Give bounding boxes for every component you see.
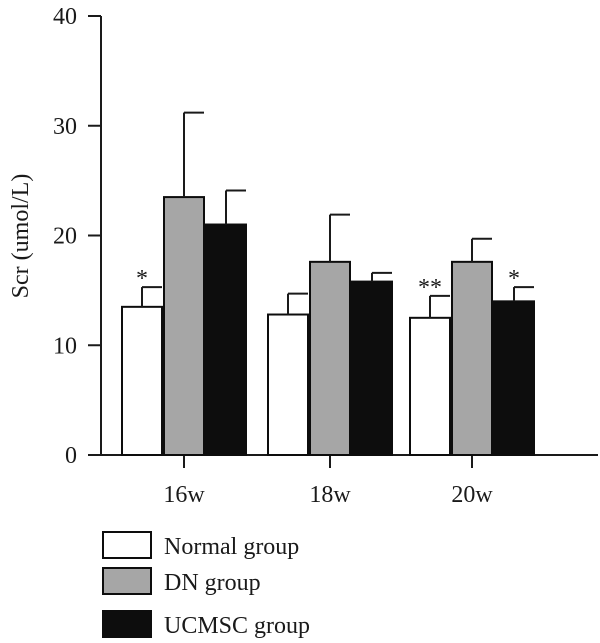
y-tick-label: 30 [53, 114, 77, 140]
bar [493, 300, 535, 456]
bar [121, 305, 163, 456]
x-tick-label: 18w [309, 482, 351, 508]
bar [351, 280, 393, 456]
bar [409, 316, 451, 456]
x-ticks: 16w 18w 20w [163, 455, 493, 508]
significance-label: ** [418, 275, 442, 301]
y-ticks: 0 10 20 30 40 [53, 4, 101, 469]
legend-label: UCMSC group [164, 613, 310, 639]
x-tick-label: 20w [451, 482, 493, 508]
bar [163, 196, 205, 456]
bars: * ** * [121, 111, 535, 456]
x-tick-label: 16w [163, 482, 205, 508]
y-axis-title: Scr (umol/L) [8, 174, 34, 299]
legend-swatch [102, 531, 152, 559]
significance-label: * [136, 266, 148, 292]
bar [205, 223, 247, 456]
legend-label: Normal group [164, 534, 299, 560]
bar [309, 260, 351, 456]
bar [451, 260, 493, 456]
y-tick-label: 40 [53, 4, 77, 30]
significance-label: * [508, 266, 520, 292]
bar [267, 313, 309, 456]
legend-swatch [102, 567, 152, 595]
y-tick-label: 20 [53, 224, 77, 250]
legend: Normal group DN group UCMSC group [102, 531, 310, 639]
legend-label: DN group [164, 570, 261, 596]
y-tick-label: 0 [65, 443, 77, 469]
legend-swatch [102, 610, 152, 638]
y-tick-label: 10 [53, 333, 77, 359]
